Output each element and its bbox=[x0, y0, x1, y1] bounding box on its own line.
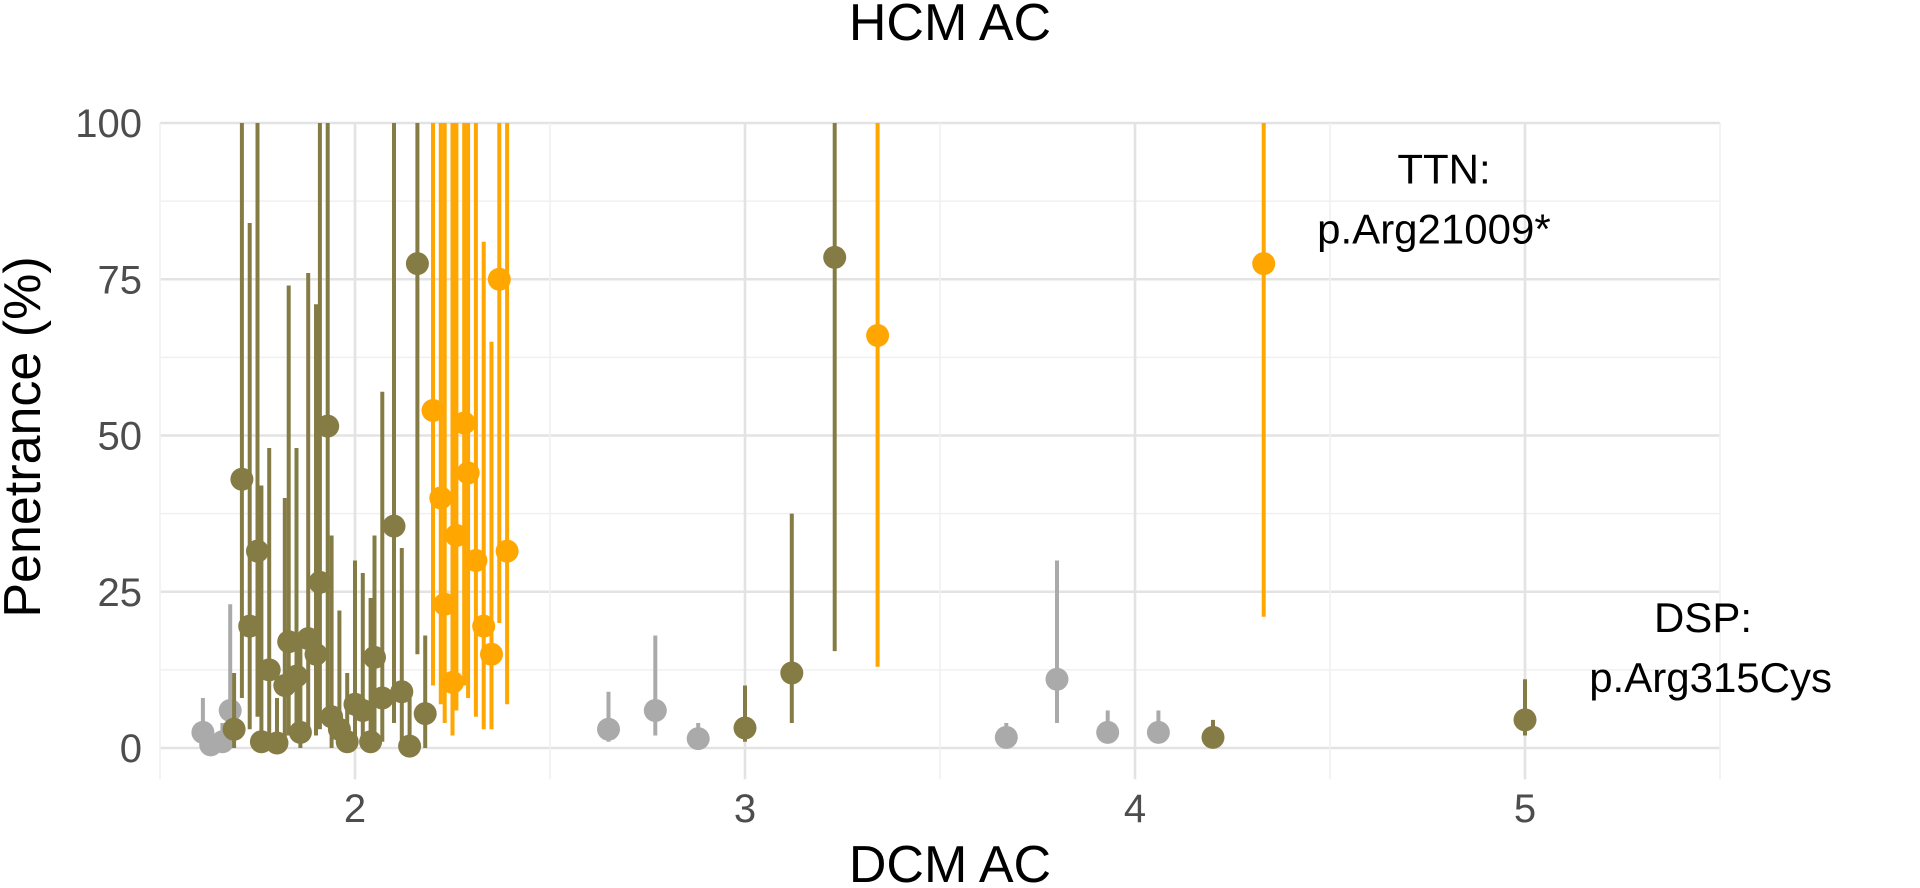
annotation-line: DSP: bbox=[1654, 594, 1752, 641]
x-tick-labels: 2 3 4 5 bbox=[344, 787, 1536, 831]
data-point bbox=[1201, 725, 1225, 749]
y-tick-label: 25 bbox=[98, 571, 143, 615]
annotation-line: TTN: bbox=[1397, 146, 1490, 193]
data-point bbox=[421, 399, 445, 422]
data-point bbox=[304, 642, 328, 666]
data-point bbox=[370, 686, 394, 710]
data-point bbox=[686, 727, 710, 751]
data-point bbox=[390, 680, 414, 704]
data-point bbox=[441, 670, 464, 694]
data-point bbox=[994, 725, 1018, 749]
x-tick-label: 3 bbox=[734, 787, 756, 831]
data-point bbox=[464, 549, 488, 572]
data-point bbox=[335, 730, 359, 754]
annotation-line: p.Arg315Cys bbox=[1589, 654, 1832, 701]
data-point bbox=[480, 642, 503, 666]
data-point bbox=[230, 467, 254, 491]
data-point bbox=[363, 645, 386, 669]
data-point bbox=[433, 592, 457, 616]
data-point bbox=[257, 658, 281, 682]
data-point bbox=[452, 411, 476, 435]
data-point bbox=[643, 699, 667, 722]
series-gray bbox=[191, 560, 1170, 757]
chart-title: HCM AC bbox=[849, 0, 1051, 52]
data-point bbox=[866, 324, 890, 347]
y-axis-label: Penetrance (%) bbox=[0, 256, 52, 617]
x-tick-label: 5 bbox=[1514, 787, 1536, 831]
data-point bbox=[316, 414, 340, 438]
data-point bbox=[285, 664, 308, 688]
data-point bbox=[597, 717, 620, 741]
data-point bbox=[413, 702, 437, 726]
data-point bbox=[456, 461, 480, 485]
x-tick-label: 2 bbox=[344, 787, 366, 831]
grid bbox=[159, 121, 1721, 780]
data-point bbox=[222, 717, 246, 741]
data-point bbox=[265, 731, 289, 755]
y-tick-label: 100 bbox=[75, 102, 142, 146]
data-point bbox=[246, 539, 269, 563]
data-point bbox=[780, 661, 804, 685]
data-point bbox=[1513, 708, 1537, 732]
data-point bbox=[1146, 720, 1170, 744]
y-tick-label: 0 bbox=[120, 727, 142, 771]
data-point bbox=[382, 514, 406, 538]
data-point bbox=[1252, 252, 1276, 276]
data-point bbox=[405, 252, 429, 276]
data-point bbox=[487, 267, 511, 291]
y-tick-label: 50 bbox=[98, 415, 143, 459]
data-point bbox=[277, 630, 301, 654]
y-tick-labels: 0 25 50 75 100 bbox=[75, 102, 142, 771]
series-orange bbox=[421, 123, 1276, 736]
data-point bbox=[1045, 667, 1069, 691]
data-point bbox=[429, 486, 453, 510]
data-point bbox=[238, 614, 262, 638]
annotation-line: p.Arg21009* bbox=[1317, 206, 1551, 253]
data-point bbox=[733, 716, 757, 740]
data-points bbox=[191, 123, 1537, 758]
x-axis-label: DCM AC bbox=[849, 836, 1051, 888]
data-point bbox=[308, 570, 332, 594]
annotations: TTN: p.Arg21009* DSP: p.Arg315Cys bbox=[1317, 146, 1832, 701]
data-point bbox=[398, 734, 422, 758]
data-point bbox=[351, 699, 375, 722]
data-point bbox=[472, 614, 496, 638]
x-tick-label: 4 bbox=[1124, 787, 1146, 831]
series-olive bbox=[222, 123, 1537, 758]
data-point bbox=[288, 720, 312, 744]
data-point bbox=[495, 539, 519, 563]
data-point bbox=[444, 524, 468, 547]
data-point bbox=[823, 245, 847, 269]
data-point bbox=[359, 730, 383, 754]
y-tick-label: 75 bbox=[98, 258, 143, 302]
data-point bbox=[1096, 720, 1120, 744]
